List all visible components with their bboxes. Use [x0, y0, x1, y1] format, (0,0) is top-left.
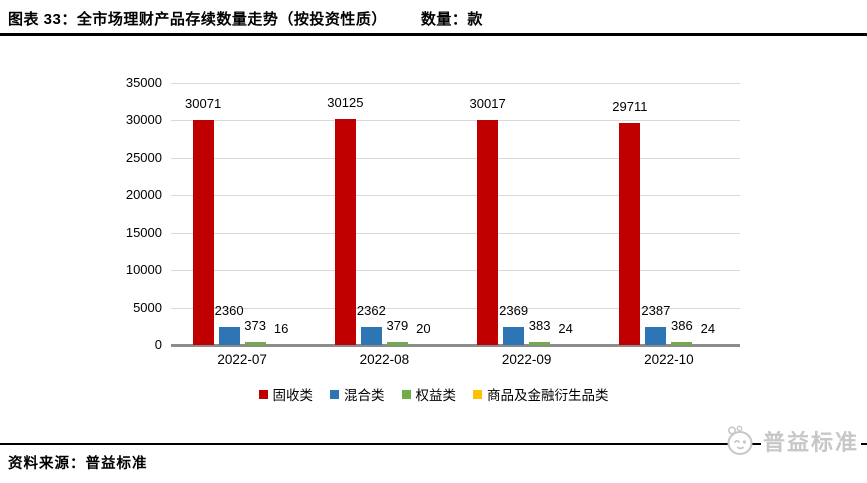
legend-label: 商品及金融衍生品类 — [487, 388, 609, 403]
bar-value-label: 373 — [244, 318, 266, 334]
gridline — [171, 270, 740, 272]
legend-item: 混合类 — [330, 384, 385, 404]
gridline — [171, 232, 740, 234]
gridline — [171, 157, 740, 159]
gridline — [171, 307, 740, 309]
bar — [192, 119, 214, 345]
bar-value-label: 24 — [558, 321, 573, 336]
bar-value-label: 2362 — [356, 303, 386, 319]
y-tick-label: 10000 — [125, 262, 162, 278]
source-note: 资料来源：普益标准 — [8, 456, 148, 472]
gridline — [171, 195, 740, 197]
legend-item: 固收类 — [258, 384, 314, 404]
bar-value-label: 386 — [671, 318, 693, 334]
bar-value-label: 2369 — [499, 303, 529, 319]
y-tick-label: 25000 — [125, 149, 162, 165]
y-tick-label: 0 — [154, 337, 162, 352]
footer-divider — [0, 443, 867, 445]
x-tick-label: 2022-10 — [644, 352, 694, 367]
y-tick-label: 5000 — [133, 299, 162, 315]
legend-swatch-icon — [258, 389, 268, 399]
y-tick-label: 20000 — [125, 187, 162, 203]
chart-title: 图表 33：全市场理财产品存续数量走势（按投资性质） — [8, 11, 387, 28]
bar-value-label: 29711 — [612, 98, 648, 114]
gridline — [171, 120, 740, 122]
bar — [477, 120, 499, 345]
chart-legend: 固收类 混合类 权益类 商品及金融衍生品类 — [0, 384, 867, 404]
x-tick-label: 2022-09 — [501, 352, 552, 367]
brand-watermark: 普益标准 — [721, 424, 861, 458]
bar-value-label: 30125 — [327, 95, 364, 111]
bar-value-label: 379 — [386, 318, 409, 334]
bar-value-label: 16 — [273, 321, 289, 336]
bar — [671, 342, 693, 345]
brand-watermark-text: 普益标准 — [760, 425, 861, 457]
legend-swatch-icon — [473, 389, 482, 399]
gridline — [171, 83, 740, 84]
brand-logo-icon — [727, 425, 753, 455]
unit-label: 数量：款 — [420, 11, 483, 28]
legend-label: 权益类 — [415, 388, 457, 403]
bar-value-label: 2387 — [641, 303, 671, 319]
bar — [218, 327, 240, 345]
legend-item: 商品及金融衍生品类 — [473, 384, 609, 404]
x-tick-label: 2022-07 — [217, 352, 267, 367]
y-tick-label: 15000 — [125, 224, 162, 240]
title-divider — [0, 33, 867, 36]
bar — [619, 122, 641, 345]
bar — [334, 119, 356, 345]
legend-swatch-icon — [330, 389, 339, 399]
bar-value-label: 30017 — [469, 96, 506, 112]
legend-label: 固收类 — [272, 388, 314, 403]
bar — [386, 342, 408, 345]
legend-label: 混合类 — [344, 388, 385, 403]
bar — [503, 327, 525, 345]
legend-swatch-icon — [401, 389, 411, 399]
x-tick-label: 2022-08 — [359, 352, 410, 367]
bar-value-label: 383 — [528, 318, 551, 334]
bar-value-label: 30071 — [185, 95, 222, 111]
legend-item: 权益类 — [401, 384, 457, 404]
bar-value-label: 2360 — [214, 303, 244, 319]
bar — [645, 327, 667, 345]
bar-value-label: 24 — [700, 321, 716, 336]
bar — [360, 327, 382, 345]
bar — [529, 342, 551, 345]
bar-value-label: 20 — [416, 321, 431, 336]
y-tick-label: 35000 — [125, 75, 162, 90]
x-axis-line — [171, 343, 740, 347]
chart-header: 图表 33：全市场理财产品存续数量走势（按投资性质） 数量：款 — [8, 8, 483, 29]
bar — [244, 342, 266, 345]
y-tick-label: 30000 — [125, 112, 162, 128]
